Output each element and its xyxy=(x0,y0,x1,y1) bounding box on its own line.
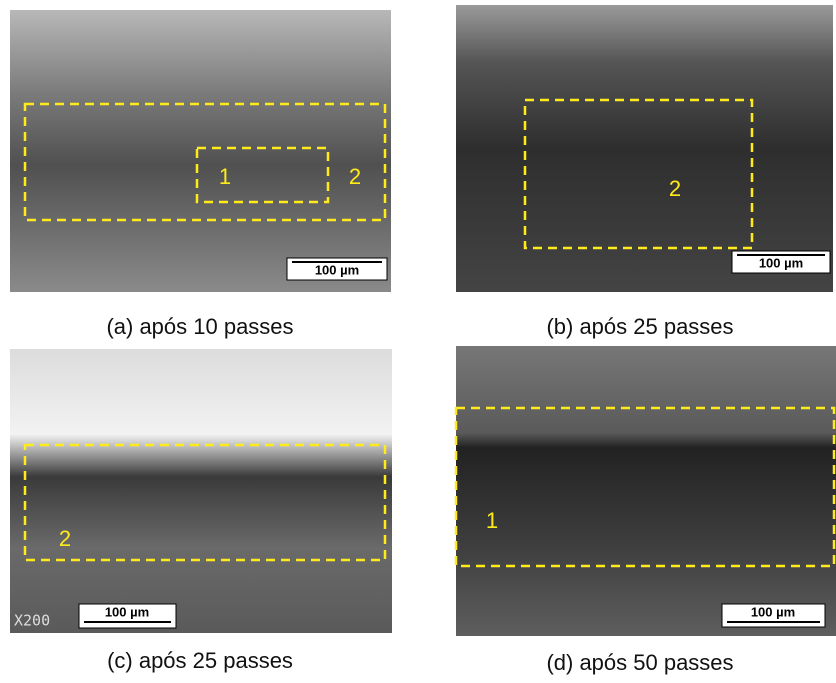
figure: 1 2 100 µm (a) após 10 passes 2 100 µm (… xyxy=(0,0,836,683)
micrograph xyxy=(10,10,391,292)
scale-bar-label: 100 µm xyxy=(759,255,803,270)
scale-bar-label: 100 µm xyxy=(315,262,359,277)
micrograph xyxy=(10,349,392,633)
panel-d: 1 100 µm (d) após 50 passes xyxy=(456,346,836,675)
region-label: 1 xyxy=(219,164,231,189)
scale-bar-label: 100 µm xyxy=(751,604,795,619)
scale-bar-label: 100 µm xyxy=(105,604,149,619)
caption: (b) após 25 passes xyxy=(546,314,733,339)
region-label: 2 xyxy=(59,526,71,551)
region-label: 1 xyxy=(486,508,498,533)
region-label: 2 xyxy=(669,176,681,201)
panel-b: 2 100 µm (b) após 25 passes xyxy=(456,5,833,339)
caption: (a) após 10 passes xyxy=(106,314,293,339)
magnification: X200 xyxy=(14,612,50,630)
panel-c: 2 X200 100 µm (c) após 25 passes xyxy=(10,349,392,673)
panel-a: 1 2 100 µm (a) após 10 passes xyxy=(10,10,391,339)
caption: (d) após 50 passes xyxy=(546,650,733,675)
micrograph xyxy=(456,346,836,636)
caption: (c) após 25 passes xyxy=(107,648,293,673)
region-label: 2 xyxy=(349,164,361,189)
